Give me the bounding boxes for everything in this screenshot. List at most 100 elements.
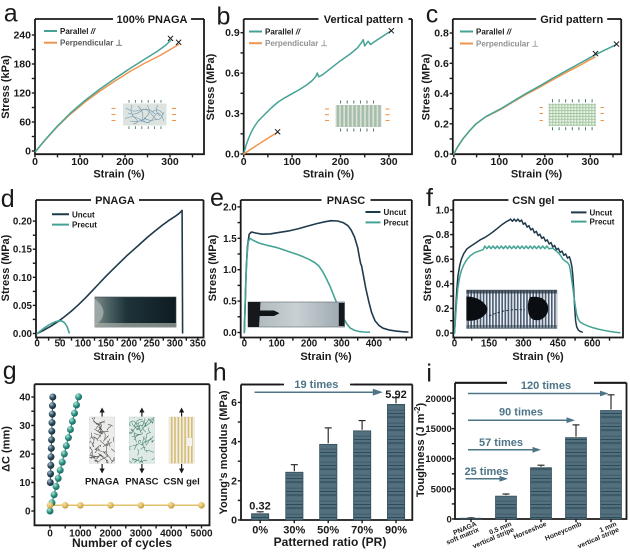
svg-text:180: 180 <box>13 59 31 71</box>
svg-text:200: 200 <box>332 156 350 168</box>
svg-text:0.2: 0.2 <box>434 118 449 130</box>
svg-text:100: 100 <box>283 156 301 168</box>
svg-text:4: 4 <box>231 436 237 448</box>
svg-text:200: 200 <box>301 339 318 350</box>
svg-text:0: 0 <box>447 515 452 526</box>
svg-text:1.0: 1.0 <box>223 265 237 276</box>
svg-text:Stress (MPa): Stress (MPa) <box>422 234 434 301</box>
svg-text:Parallel //: Parallel // <box>476 28 512 37</box>
svg-text:c: c <box>426 1 439 29</box>
svg-text:Uncut: Uncut <box>384 208 407 217</box>
svg-text:300: 300 <box>582 156 600 168</box>
svg-text:0: 0 <box>231 515 237 527</box>
svg-text:CSN gel: CSN gel <box>512 195 554 207</box>
svg-text:d: d <box>1 185 15 213</box>
svg-text:Stress (MPa): Stress (MPa) <box>207 234 219 301</box>
svg-text:50: 50 <box>55 339 66 350</box>
svg-text:Uncut: Uncut <box>72 210 95 219</box>
svg-text:0.3: 0.3 <box>225 108 240 120</box>
svg-text:Strain (%): Strain (%) <box>511 169 563 181</box>
svg-text:0: 0 <box>34 339 40 350</box>
svg-text:Perpendicular ⊥: Perpendicular ⊥ <box>476 40 539 49</box>
svg-text:f: f <box>426 184 433 212</box>
svg-text:Uncut: Uncut <box>590 208 613 217</box>
svg-text:150: 150 <box>481 339 498 350</box>
svg-text:g: g <box>3 357 17 385</box>
svg-text:0: 0 <box>452 339 458 350</box>
svg-text:1000: 1000 <box>69 528 92 539</box>
svg-text:Stress (MPa): Stress (MPa) <box>0 234 12 301</box>
svg-text:57 times: 57 times <box>479 437 523 449</box>
svg-text:0.6: 0.6 <box>436 255 450 266</box>
svg-text:CSN gel: CSN gel <box>163 477 199 488</box>
svg-text:0.6: 0.6 <box>225 68 240 80</box>
svg-text:400: 400 <box>366 339 383 350</box>
svg-text:Grid pattern: Grid pattern <box>540 14 603 26</box>
svg-text:5.92: 5.92 <box>385 389 406 401</box>
svg-text:Precut: Precut <box>590 218 615 227</box>
svg-text:120: 120 <box>13 88 31 100</box>
svg-text:5000: 5000 <box>431 484 452 495</box>
svg-text:Strain (%): Strain (%) <box>303 169 355 181</box>
svg-text:0.0: 0.0 <box>223 328 237 339</box>
svg-text:Parallel //: Parallel // <box>60 27 96 36</box>
svg-text:200: 200 <box>116 156 134 168</box>
svg-text:6: 6 <box>231 397 237 409</box>
svg-text:2: 2 <box>231 475 237 487</box>
svg-text:PNAGA: PNAGA <box>95 195 135 207</box>
svg-text:0.5: 0.5 <box>223 297 237 308</box>
svg-text:0.9: 0.9 <box>225 27 240 39</box>
svg-text:0: 0 <box>25 507 31 518</box>
svg-text:e: e <box>210 184 224 212</box>
svg-text:Stress (kPa): Stress (kPa) <box>0 55 12 119</box>
svg-text:60: 60 <box>19 117 31 129</box>
svg-text:90 times: 90 times <box>499 407 543 419</box>
svg-text:PNASC: PNASC <box>327 195 366 207</box>
svg-text:0: 0 <box>32 156 38 168</box>
svg-text:30: 30 <box>19 421 31 432</box>
svg-text:Parallel //: Parallel // <box>265 28 301 37</box>
svg-text:0.4: 0.4 <box>434 88 449 100</box>
svg-text:10000: 10000 <box>425 454 451 465</box>
svg-text:70%: 70% <box>351 525 373 537</box>
svg-text:0: 0 <box>47 528 53 539</box>
svg-text:25 times: 25 times <box>464 466 508 478</box>
svg-text:0%: 0% <box>252 525 268 537</box>
svg-text:100: 100 <box>71 156 89 168</box>
svg-text:5000: 5000 <box>190 528 213 539</box>
svg-text:Toughness (J m-2): Toughness (J m-2) <box>413 403 428 498</box>
svg-text:b: b <box>217 3 231 31</box>
svg-text:Strain (%): Strain (%) <box>300 351 352 363</box>
svg-text:2000: 2000 <box>99 528 122 539</box>
svg-text:100% PNAGA: 100% PNAGA <box>117 14 188 26</box>
svg-text:120 times: 120 times <box>521 380 571 392</box>
svg-text:0.0: 0.0 <box>434 149 449 161</box>
svg-text:ΔC (mm): ΔC (mm) <box>1 426 13 472</box>
svg-text:1.0: 1.0 <box>436 206 450 217</box>
svg-text:15000: 15000 <box>425 424 451 435</box>
svg-text:50%: 50% <box>317 525 339 537</box>
svg-text:0.00: 0.00 <box>13 329 33 340</box>
svg-text:0.15: 0.15 <box>13 245 33 256</box>
svg-text:300: 300 <box>380 156 398 168</box>
svg-text:0.05: 0.05 <box>13 301 33 312</box>
svg-text:Stress (MPa): Stress (MPa) <box>205 53 217 120</box>
svg-text:Patterned ratio (PR): Patterned ratio (PR) <box>274 535 387 549</box>
svg-text:Perpendicular ⊥: Perpendicular ⊥ <box>265 39 328 48</box>
svg-text:Precut: Precut <box>384 218 409 227</box>
svg-text:PNASC: PNASC <box>125 477 158 488</box>
svg-text:450: 450 <box>550 339 567 350</box>
svg-text:100: 100 <box>491 156 509 168</box>
svg-text:350: 350 <box>190 339 207 350</box>
svg-text:19 times: 19 times <box>294 379 338 391</box>
svg-text:Perpendicular ⊥: Perpendicular ⊥ <box>60 39 123 48</box>
svg-text:0.8: 0.8 <box>434 28 449 40</box>
svg-text:150: 150 <box>98 339 115 350</box>
svg-text:Strain (%): Strain (%) <box>512 351 564 363</box>
svg-text:0: 0 <box>242 339 248 350</box>
svg-text:0: 0 <box>25 146 31 158</box>
svg-text:0: 0 <box>451 156 457 168</box>
svg-text:Precut: Precut <box>72 221 97 230</box>
svg-text:20000: 20000 <box>425 394 451 405</box>
svg-text:40: 40 <box>19 393 31 404</box>
